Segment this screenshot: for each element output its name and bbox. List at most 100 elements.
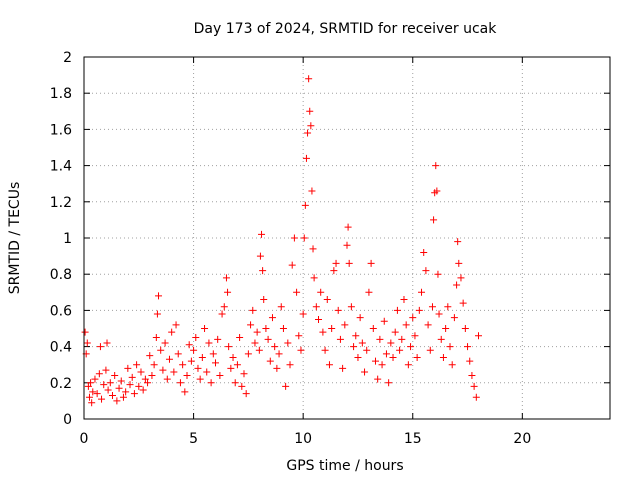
data-point: [259, 267, 267, 275]
data-point: [374, 375, 382, 383]
data-point: [95, 370, 103, 378]
data-point: [262, 325, 270, 332]
data-point: [148, 372, 156, 380]
data-point: [119, 393, 127, 401]
data-point: [155, 292, 163, 300]
data-point: [400, 296, 408, 304]
data-point: [150, 361, 158, 369]
data-point: [144, 379, 152, 387]
data-point: [271, 343, 279, 351]
y-tick-label: 0: [63, 412, 72, 428]
data-point: [203, 368, 211, 376]
data-point: [305, 75, 313, 83]
data-point: [146, 352, 154, 360]
data-point: [470, 382, 478, 390]
data-point: [224, 288, 232, 296]
data-point: [341, 321, 349, 329]
data-point: [122, 388, 130, 396]
y-axis-label: SRMTID / TECUs: [7, 182, 23, 295]
data-point: [407, 343, 415, 351]
data-point: [106, 379, 114, 387]
data-point: [389, 353, 397, 361]
data-point: [453, 281, 461, 289]
data-point: [91, 375, 99, 383]
x-tick-label: 20: [513, 431, 531, 447]
data-points: [81, 75, 482, 407]
data-point: [361, 368, 369, 376]
data-point: [295, 332, 303, 340]
data-point: [304, 129, 312, 137]
data-point: [279, 325, 287, 332]
data-point: [468, 372, 476, 380]
data-point: [222, 274, 230, 282]
x-tick-label: 5: [189, 431, 198, 447]
data-point: [255, 346, 263, 354]
data-point: [275, 350, 283, 358]
data-point: [420, 248, 428, 256]
x-tick-label: 10: [294, 431, 312, 447]
data-point: [411, 332, 419, 340]
data-point: [442, 325, 450, 332]
data-point: [93, 390, 101, 398]
data-point: [192, 334, 200, 342]
data-point: [325, 361, 333, 369]
data-point: [315, 315, 323, 323]
data-point: [284, 339, 292, 347]
data-point: [347, 303, 355, 311]
data-point: [212, 359, 219, 367]
data-point: [288, 261, 296, 269]
data-point: [277, 303, 285, 311]
data-point: [268, 314, 276, 322]
data-point: [434, 270, 442, 278]
data-point: [227, 364, 235, 372]
y-tick-label: 0.6: [50, 303, 72, 319]
y-tick-label: 1.2: [50, 195, 72, 211]
data-point: [409, 314, 417, 322]
data-point: [444, 303, 452, 311]
data-point: [87, 379, 95, 387]
y-tick-label: 0.4: [50, 340, 72, 356]
data-point: [85, 393, 93, 401]
data-point: [307, 122, 315, 130]
data-point: [415, 306, 423, 314]
data-point: [205, 339, 213, 347]
data-point: [297, 346, 305, 354]
data-point: [207, 379, 215, 387]
data-point: [133, 361, 141, 369]
data-point: [174, 350, 182, 358]
y-tick-label: 2: [63, 50, 72, 66]
data-point: [290, 234, 298, 242]
data-point: [100, 381, 108, 389]
data-point: [176, 379, 184, 387]
x-axis-label: GPS time / hours: [286, 458, 403, 474]
data-point: [104, 386, 112, 394]
data-point: [152, 334, 160, 342]
data-point: [165, 355, 173, 363]
data-point: [317, 288, 325, 296]
data-point: [135, 382, 143, 390]
plot-frame: [83, 56, 611, 420]
y-tick-label: 0.2: [50, 376, 72, 392]
data-point: [330, 267, 338, 275]
data-point: [266, 357, 274, 365]
data-point: [454, 238, 462, 246]
y-tick-label: 0.8: [50, 267, 72, 283]
data-point: [84, 382, 92, 390]
grid-lines: [84, 57, 610, 419]
data-point: [321, 346, 329, 354]
data-point: [293, 288, 301, 296]
data-point: [345, 259, 353, 267]
axis-ticks: 0 5 10 15 20 0 0.2 0.4 0.6 0.8 1 1.2 1.4 1.6 1.8 2: [50, 50, 610, 447]
data-point: [365, 288, 373, 296]
data-point: [459, 299, 467, 307]
data-point: [236, 334, 244, 342]
data-point: [244, 350, 252, 358]
data-point: [418, 288, 426, 296]
data-point: [328, 325, 336, 332]
data-point: [113, 397, 121, 405]
data-point: [461, 325, 469, 332]
data-point: [247, 321, 255, 329]
data-point: [358, 339, 366, 347]
y-tick-label: 1.6: [50, 122, 72, 138]
